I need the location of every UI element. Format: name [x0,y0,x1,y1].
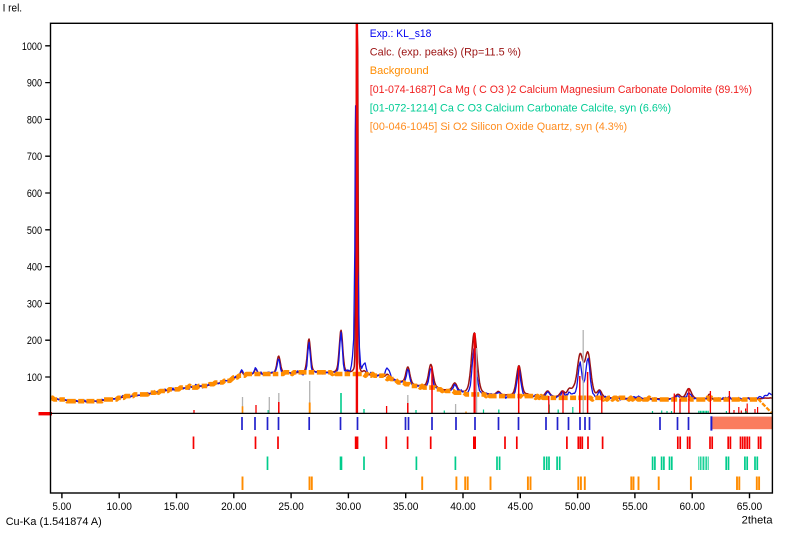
svg-text:300: 300 [27,298,42,310]
svg-text:50.00: 50.00 [565,501,590,513]
svg-text:20.00: 20.00 [221,501,246,513]
svg-text:30.00: 30.00 [336,501,361,513]
svg-text:40.00: 40.00 [450,501,475,513]
svg-text:Background: Background [370,65,429,77]
svg-text:5.00: 5.00 [53,501,72,513]
svg-text:45.00: 45.00 [508,501,533,513]
svg-text:100: 100 [27,372,42,384]
svg-text:[00-046-1045] Si O2 Silicon Ox: [00-046-1045] Si O2 Silicon Oxide Quartz… [370,121,627,133]
svg-text:200: 200 [27,335,42,347]
svg-text:900: 900 [27,78,42,90]
svg-text:2theta: 2theta [742,515,774,527]
svg-text:55.00: 55.00 [622,501,647,513]
svg-text:I rel.: I rel. [3,3,23,15]
svg-text:60.00: 60.00 [680,501,705,513]
svg-text:[01-072-1214] Ca C O3 Calcium: [01-072-1214] Ca C O3 Calcium Carbonate … [370,102,671,114]
svg-text:15.00: 15.00 [164,501,189,513]
svg-text:Calc. (exp. peaks) (Rp=11.5 %): Calc. (exp. peaks) (Rp=11.5 %) [370,47,521,59]
svg-text:65.00: 65.00 [737,501,762,513]
svg-text:Cu-Ka (1.541874 A): Cu-Ka (1.541874 A) [6,516,102,528]
svg-text:400: 400 [27,262,42,274]
svg-text:25.00: 25.00 [278,501,303,513]
svg-text:[01-074-1687] Ca Mg ( C O3 )2: [01-074-1687] Ca Mg ( C O3 )2 Calcium Ma… [370,84,752,96]
svg-text:10.00: 10.00 [107,501,132,513]
svg-text:700: 700 [27,151,42,163]
svg-text:Exp.: KL_s18: Exp.: KL_s18 [370,28,432,40]
svg-text:35.00: 35.00 [393,501,418,513]
svg-text:500: 500 [27,225,42,237]
svg-text:600: 600 [27,188,42,200]
svg-text:1000: 1000 [22,41,42,53]
svg-text:800: 800 [27,114,42,126]
